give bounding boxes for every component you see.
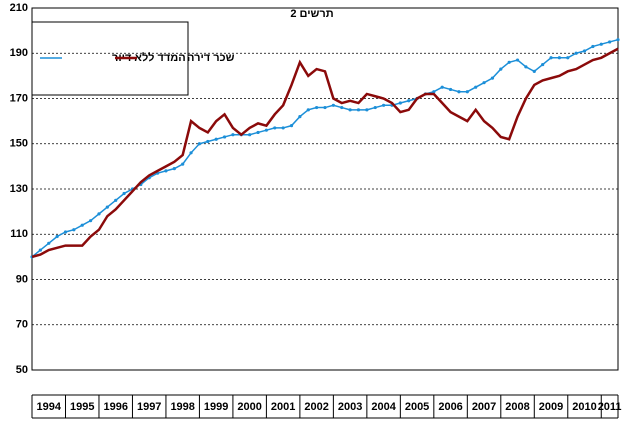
point-marker [599,42,603,46]
point-marker [80,223,84,227]
x-tick-label: 2006 [438,401,462,413]
y-tick-label: 170 [10,92,28,104]
chart-title: תרשים 2 [290,8,333,20]
point-marker [206,139,210,144]
x-tick-label: 2011 [598,401,622,413]
point-marker [373,105,377,110]
point-marker [465,90,469,94]
point-marker [315,105,319,110]
y-tick-label: 130 [10,183,28,195]
x-tick-label: 2003 [338,401,362,413]
point-marker [122,191,126,196]
point-marker [197,142,202,146]
point-marker [582,49,587,53]
point-marker [47,241,51,245]
x-tick-label: 1994 [37,401,62,413]
x-tick-label: 1996 [103,401,127,413]
y-tick-label: 150 [10,138,28,150]
point-marker [524,65,528,69]
x-tick-label: 1999 [204,401,228,413]
point-marker [323,105,327,110]
point-marker [298,115,302,119]
point-marker [557,56,562,60]
y-tick-label: 70 [16,319,28,331]
x-tick-label: 2008 [505,401,529,413]
point-marker [407,99,411,103]
point-marker [432,90,436,94]
point-marker [490,76,495,80]
point-marker [105,205,109,209]
point-marker [448,87,453,92]
y-tick-label: 190 [10,47,28,59]
point-marker [289,124,294,128]
point-marker [248,133,252,137]
point-marker [566,56,570,60]
point-marker [256,130,260,135]
point-marker [398,101,402,105]
point-marker [273,126,277,130]
legend-label: שכר דירה [187,52,235,64]
point-marker [63,230,68,234]
x-tick-label: 2002 [304,401,328,413]
point-marker [222,135,227,139]
point-marker [38,248,42,252]
point-marker [608,40,612,44]
point-marker [331,103,335,107]
point-marker [55,234,59,239]
point-marker [281,126,285,130]
point-marker [114,198,118,202]
point-marker [440,85,444,89]
point-marker [306,108,310,112]
point-marker [89,219,93,223]
point-marker [264,128,268,132]
point-marker [532,69,536,73]
x-tick-label: 1997 [137,401,161,413]
point-marker [482,81,486,85]
x-tick-label: 2009 [539,401,563,413]
x-tick-label: 1998 [170,401,194,413]
point-marker [172,167,176,171]
y-tick-label: 90 [16,273,28,285]
point-marker [231,133,235,137]
point-marker [591,44,595,49]
x-tick-label: 1995 [70,401,94,413]
point-marker [382,103,386,107]
point-marker [365,108,369,112]
point-marker [616,38,620,42]
point-marker [214,137,218,141]
legend-label: המדד ללא דיור [112,51,186,64]
point-marker [164,169,168,173]
point-marker [72,228,76,232]
point-marker [97,212,101,216]
point-marker [549,56,553,60]
point-marker [574,51,578,55]
x-tick-label: 2005 [405,401,429,413]
point-marker [340,105,344,110]
point-marker [189,151,193,155]
point-marker [348,108,352,112]
x-tick-label: 2004 [371,401,396,413]
series-line [31,47,619,259]
point-marker [356,108,361,112]
point-marker [541,62,545,67]
y-tick-label: 210 [10,2,28,14]
point-marker [474,85,478,89]
x-tick-label: 2001 [271,401,295,413]
x-tick-label: 2010 [572,401,596,413]
x-tick-label: 2007 [472,401,496,413]
point-marker [499,67,503,71]
y-tick-label: 50 [16,364,28,376]
point-marker [515,58,520,62]
y-tick-label: 110 [10,228,28,240]
x-tick-label: 2000 [237,401,261,413]
point-marker [181,162,185,166]
point-marker [507,60,511,64]
point-marker [457,90,461,94]
